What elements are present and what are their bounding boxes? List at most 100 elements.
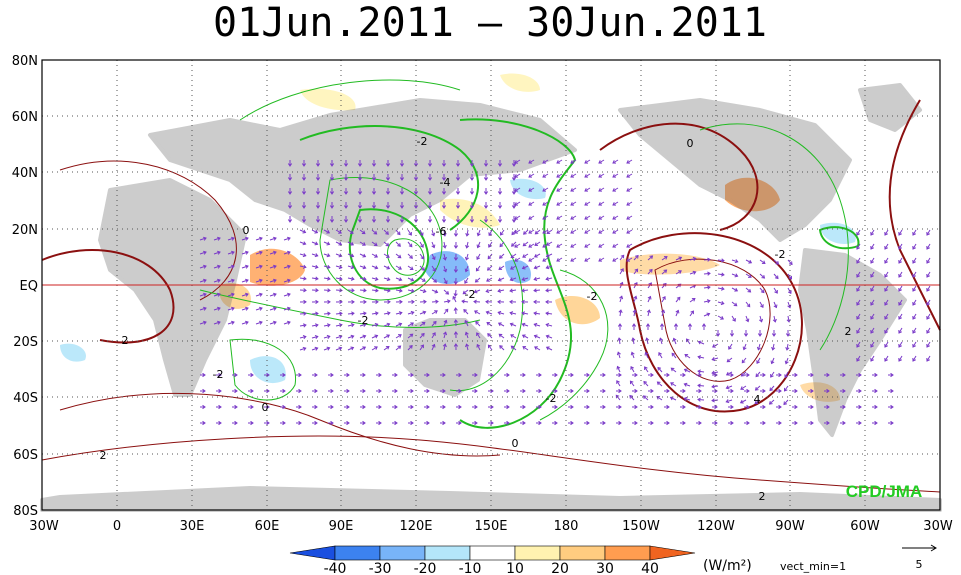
colorbar-segment bbox=[514, 545, 561, 561]
lon-tick-label: 90E bbox=[329, 519, 354, 534]
wind-vector-head bbox=[511, 243, 515, 247]
wind-vector-head bbox=[701, 323, 707, 327]
wind-vector-head bbox=[775, 261, 780, 265]
wind-vector bbox=[383, 253, 390, 258]
wind-vector bbox=[466, 241, 469, 248]
wind-vector bbox=[626, 243, 633, 248]
africa-landmass bbox=[98, 178, 247, 397]
wind-vector-head bbox=[343, 205, 349, 209]
wind-vector bbox=[283, 237, 291, 241]
wind-vector bbox=[499, 345, 505, 351]
wind-vector bbox=[884, 257, 889, 264]
wind-vector bbox=[269, 307, 277, 311]
wind-vector-head bbox=[442, 343, 447, 348]
wind-vector-head bbox=[385, 231, 389, 235]
wind-vector-head bbox=[258, 278, 263, 283]
wind-vector-head bbox=[244, 264, 249, 269]
wind-vector-head bbox=[746, 303, 751, 308]
wind-vector-head bbox=[598, 202, 603, 206]
wind-vector bbox=[407, 241, 413, 247]
lat-tick-label: 80S bbox=[13, 504, 38, 519]
wind-vector-head bbox=[485, 288, 490, 294]
wind-vector-head bbox=[870, 245, 874, 250]
wind-vector-head bbox=[912, 259, 916, 264]
wind-vector bbox=[407, 311, 414, 315]
wind-vector-head bbox=[626, 174, 631, 178]
wind-vector-head bbox=[545, 299, 549, 305]
wind-vector-head bbox=[898, 315, 902, 320]
wind-vector-head bbox=[497, 163, 503, 167]
wind-vector bbox=[670, 382, 677, 387]
wind-vector-head bbox=[632, 309, 637, 314]
wind-vector bbox=[528, 229, 535, 234]
wind-vector bbox=[523, 229, 529, 235]
wind-vector bbox=[371, 335, 378, 339]
wind-vector-head bbox=[698, 372, 702, 378]
wind-vector-head bbox=[453, 257, 459, 261]
wind-vector bbox=[647, 255, 653, 261]
wind-vector bbox=[395, 289, 402, 292]
wind-vector bbox=[771, 357, 775, 364]
wind-vector-head bbox=[720, 301, 725, 306]
negative-anomaly-patch bbox=[510, 178, 546, 200]
wind-vector-head bbox=[464, 280, 468, 284]
wind-vector bbox=[383, 312, 390, 315]
wind-vector bbox=[227, 265, 235, 269]
wind-vector-head bbox=[926, 231, 930, 236]
wind-vector bbox=[584, 173, 591, 178]
wind-vector-head bbox=[202, 250, 207, 255]
wind-vector-head bbox=[362, 404, 366, 410]
wind-vector-head bbox=[615, 394, 620, 399]
wind-vector bbox=[912, 299, 917, 306]
colorbar-segment bbox=[289, 545, 336, 561]
wind-vector-head bbox=[874, 420, 878, 426]
wind-vector bbox=[534, 346, 541, 351]
wind-vector-head bbox=[662, 296, 666, 300]
wind-vector-head bbox=[826, 388, 830, 394]
wind-vector bbox=[323, 347, 330, 351]
wind-vector-head bbox=[556, 216, 561, 220]
wind-vector-head bbox=[656, 381, 661, 386]
wind-vector-head bbox=[410, 288, 415, 293]
wind-vector-head bbox=[514, 188, 519, 192]
lon-tick-label: 90W bbox=[775, 519, 805, 534]
wind-vector bbox=[431, 344, 435, 351]
wind-vector bbox=[898, 355, 903, 362]
wind-vector bbox=[419, 241, 424, 248]
wind-vector-head bbox=[483, 191, 489, 195]
wind-vector-head bbox=[301, 191, 307, 195]
wind-vector-head bbox=[327, 299, 331, 305]
wind-vector bbox=[542, 159, 549, 164]
wind-vector-head bbox=[757, 333, 763, 337]
wind-vector bbox=[311, 253, 318, 257]
wind-vector bbox=[545, 289, 553, 292]
wind-vector-head bbox=[926, 315, 930, 320]
wind-vector-head bbox=[666, 420, 670, 426]
wind-vector-head bbox=[350, 346, 355, 351]
wind-vector bbox=[773, 287, 778, 294]
wind-vector-head bbox=[926, 343, 930, 348]
wind-vector bbox=[359, 346, 366, 351]
wind-vector bbox=[255, 251, 263, 255]
wind-vector-head bbox=[326, 334, 331, 339]
wind-vector bbox=[534, 253, 541, 258]
wind-vector-head bbox=[499, 243, 504, 248]
wind-vector bbox=[612, 173, 619, 178]
wind-vector-head bbox=[410, 404, 414, 410]
wind-vector-head bbox=[234, 404, 238, 410]
wind-vector-head bbox=[427, 205, 433, 209]
colorbar-tick-label: 20 bbox=[551, 561, 569, 575]
wind-vector-head bbox=[666, 372, 670, 378]
wind-vector bbox=[419, 322, 426, 327]
wind-vector bbox=[510, 312, 517, 315]
wind-vector-head bbox=[618, 404, 622, 410]
wind-vector bbox=[474, 310, 481, 315]
wind-vector-head bbox=[747, 288, 752, 293]
reference-arrowhead bbox=[930, 544, 937, 552]
wind-vector bbox=[431, 300, 439, 303]
wind-vector-head bbox=[771, 346, 776, 351]
wind-vector-head bbox=[298, 372, 302, 378]
wind-vector bbox=[461, 300, 469, 303]
wind-vector-head bbox=[856, 245, 860, 250]
wind-vector-head bbox=[715, 333, 721, 337]
